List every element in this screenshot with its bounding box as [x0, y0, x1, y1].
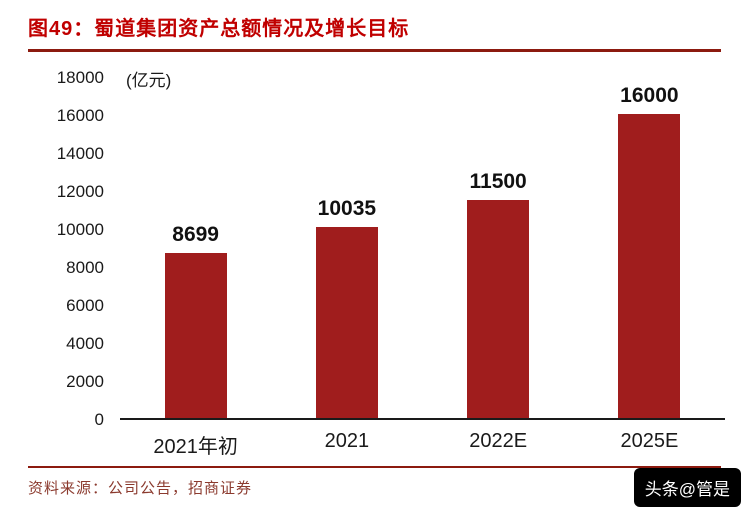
bar-group: 11500	[423, 78, 574, 418]
bar-group: 10035	[271, 78, 422, 418]
bar-group: 8699	[120, 78, 271, 418]
y-tick-label: 18000	[56, 68, 104, 87]
bar	[315, 227, 378, 418]
x-axis-label: 2022E	[469, 430, 528, 452]
y-tick-label: 6000	[66, 296, 104, 315]
bar	[467, 199, 530, 418]
y-axis: 0 2000 4000 6000 8000 10000 12000 14000 16000 180…	[20, 68, 104, 429]
bars-container: 8699 10035 11500 16000	[120, 78, 725, 418]
y-tick-label: 4000	[66, 334, 104, 353]
y-tick-label: 12000	[56, 182, 104, 201]
bar-value-label: 11500	[469, 169, 527, 193]
figure-header: 图49：蜀道集团资产总额情况及增长目标	[28, 0, 721, 52]
bar-value-label: 10035	[317, 197, 377, 221]
y-tick-label: 14000	[56, 144, 104, 163]
plot-area: 8699 10035 11500 16000	[120, 78, 725, 420]
watermark-badge: 头条@管是	[633, 468, 741, 507]
bar-value-label: 16000	[620, 84, 679, 107]
y-tick-label: 8000	[66, 258, 104, 277]
x-axis-label: 2021	[324, 430, 370, 452]
y-tick-label: 16000	[56, 106, 104, 125]
x-axis-label: 2025E	[620, 430, 679, 452]
figure-title: 图49：蜀道集团资产总额情况及增长目标	[28, 18, 410, 40]
y-axis-unit-label: (亿元)	[126, 71, 172, 90]
x-axis: 2021年初 2021 2022E 2025E	[120, 430, 725, 459]
y-tick-label: 0	[94, 410, 104, 429]
y-tick-label: 10000	[56, 220, 104, 239]
bar-group: 16000	[574, 78, 725, 418]
bar-value-label: 8699	[172, 222, 219, 246]
y-tick-label: 2000	[66, 372, 104, 391]
bar	[164, 252, 227, 418]
bar-chart: (亿元) 0 2000 4000 6000 8000 10000 12000 14000 160…	[20, 58, 725, 462]
bar	[618, 114, 681, 418]
x-axis-label: 2021年初	[153, 436, 238, 458]
source-note: 资料来源：公司公告，招商证券	[28, 466, 721, 498]
